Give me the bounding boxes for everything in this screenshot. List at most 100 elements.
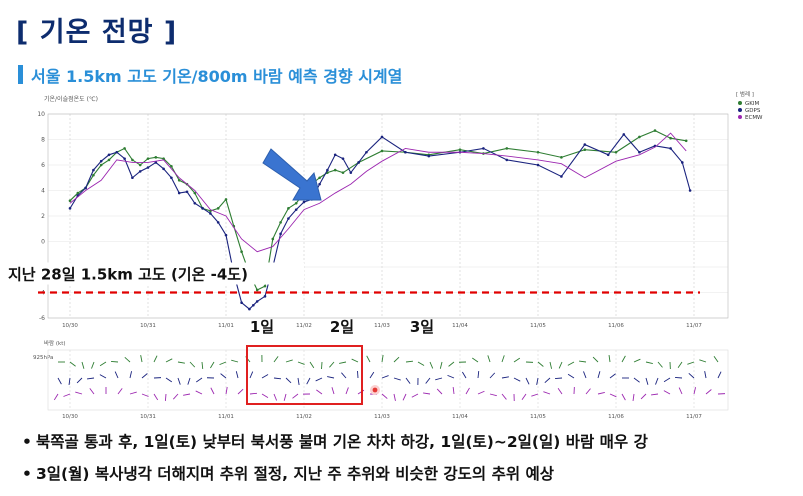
- wind-barb: [183, 393, 191, 396]
- series-point-gdps: [115, 150, 119, 154]
- series-point-gdps: [193, 201, 197, 205]
- wind-barb: [89, 388, 95, 395]
- wind-barb: [579, 360, 587, 363]
- wind-barb: [261, 393, 269, 398]
- bullet-text-1: 북쪽골 통과 후, 1일(토) 낮부터 북서풍 불며 기온 차차 하강, 1일(…: [36, 433, 648, 451]
- wind-barb: [237, 388, 244, 395]
- series-point-gkim: [614, 150, 618, 154]
- day-label-3: 3일: [410, 318, 434, 336]
- wind-barb: [674, 376, 683, 379]
- wind-barb: [597, 371, 601, 379]
- wind-barb: [713, 356, 719, 363]
- wind-x-tick-label: 11/03: [374, 414, 390, 420]
- wind-barb: [448, 361, 455, 367]
- wind-barb: [285, 377, 292, 384]
- series-point-gkim: [560, 156, 563, 159]
- wind-barb: [405, 377, 411, 384]
- wind-barb: [487, 355, 491, 363]
- wind-barb: [447, 374, 455, 379]
- wind-barb: [544, 377, 551, 384]
- wind-barb: [465, 387, 470, 395]
- reference-label: 지난 28일 1.5km 고도 (기온 -4도): [8, 266, 248, 284]
- wind-barb: [543, 391, 551, 395]
- wind-barb: [633, 358, 641, 363]
- subtitle-accent-bar: [18, 65, 23, 84]
- series-point-gdps: [318, 182, 321, 186]
- wind-barb: [99, 374, 107, 379]
- series-point-gdps: [302, 200, 306, 204]
- series-point-gkim: [263, 284, 267, 288]
- wind-barb: [423, 392, 431, 395]
- series-point-gkim: [333, 168, 337, 172]
- wind-barb: [164, 393, 167, 402]
- wind-level-label: 925hPa: [33, 355, 53, 361]
- x-tick-label: 11/03: [374, 323, 390, 329]
- series-point-gdps: [177, 191, 181, 195]
- series-point-gdps: [248, 307, 251, 311]
- series-point-gkim: [255, 288, 259, 292]
- wind-barb: [393, 356, 400, 363]
- legend-label-gdps: GDPS: [745, 108, 761, 114]
- bullet-dot: •: [22, 433, 32, 451]
- wind-barb: [283, 393, 287, 401]
- wind-barb: [521, 393, 527, 400]
- series-point-gdps: [357, 161, 360, 164]
- wind-barb: [557, 387, 563, 395]
- wind-barb: [201, 361, 204, 370]
- wind-barb: [225, 387, 228, 395]
- wind-barb: [141, 393, 149, 397]
- wind-barb: [261, 374, 269, 379]
- series-point-gkim: [458, 148, 462, 151]
- series-point-gdps: [287, 217, 290, 220]
- wind-barb: [531, 393, 539, 397]
- wind-barb: [592, 356, 599, 363]
- wind-barb: [558, 361, 563, 369]
- forecast-chart: 기온/이슬점온도 (℃)-6-4-2024681010/3010/3111/01…: [4, 90, 763, 420]
- wind-barb: [196, 377, 203, 383]
- wind-barb: [651, 393, 659, 396]
- x-tick-label: 10/30: [62, 323, 78, 329]
- wind-barb: [345, 387, 349, 395]
- series-point-gkim: [583, 148, 587, 151]
- bullet-item-2: • 3일(월) 복사냉각 더해지며 추위 절정, 지난 주 추위와 비슷한 강도의…: [22, 460, 648, 492]
- plot-frame: [47, 113, 729, 319]
- wind-barb: [705, 389, 712, 395]
- series-point-gdps: [560, 175, 563, 178]
- legend-marker-ecmw: [738, 115, 742, 119]
- wind-barb: [69, 361, 76, 367]
- wind-barb: [567, 361, 575, 366]
- series-point-gdps: [505, 158, 509, 162]
- wind-barb: [309, 361, 315, 369]
- wind-barb: [153, 393, 159, 401]
- wind-barb: [219, 361, 227, 366]
- wind-barb: [341, 372, 347, 379]
- series-point-gkim: [380, 149, 384, 153]
- bullet-list: • 북쪽골 통과 후, 1일(토) 낮부터 북서풍 불며 기온 차차 하강, 1일…: [22, 428, 648, 492]
- wind-barb: [273, 393, 278, 401]
- wind-barb: [273, 377, 282, 380]
- wind-barb: [172, 393, 179, 400]
- series-point-gdps: [427, 154, 431, 158]
- series-point-gdps: [681, 161, 684, 164]
- wind-barb: [567, 373, 575, 379]
- wind-barb: [597, 391, 605, 395]
- wind-barb: [393, 377, 401, 381]
- wind-barb: [501, 376, 509, 379]
- series-point-gdps: [255, 300, 259, 303]
- series-point-gdps: [162, 167, 165, 171]
- series-point-gdps: [669, 147, 672, 150]
- series-point-gdps: [341, 157, 345, 160]
- series-point-gdps: [326, 168, 329, 172]
- wind-x-tick-label: 11/06: [608, 414, 624, 420]
- wind-barb: [327, 376, 335, 379]
- y-tick-label: 2: [41, 213, 45, 220]
- y-tick-label: 8: [41, 137, 45, 144]
- series-point-gdps: [201, 207, 204, 210]
- wind-barb: [477, 370, 480, 379]
- series-point-gkim: [146, 157, 150, 160]
- legend-label-ecmw: ECMW: [745, 115, 763, 121]
- wind-barb: [381, 355, 384, 363]
- wind-x-tick-label: 11/02: [296, 414, 312, 420]
- wind-axis-label: 바람 (kt): [44, 339, 66, 347]
- wind-barb: [513, 357, 521, 363]
